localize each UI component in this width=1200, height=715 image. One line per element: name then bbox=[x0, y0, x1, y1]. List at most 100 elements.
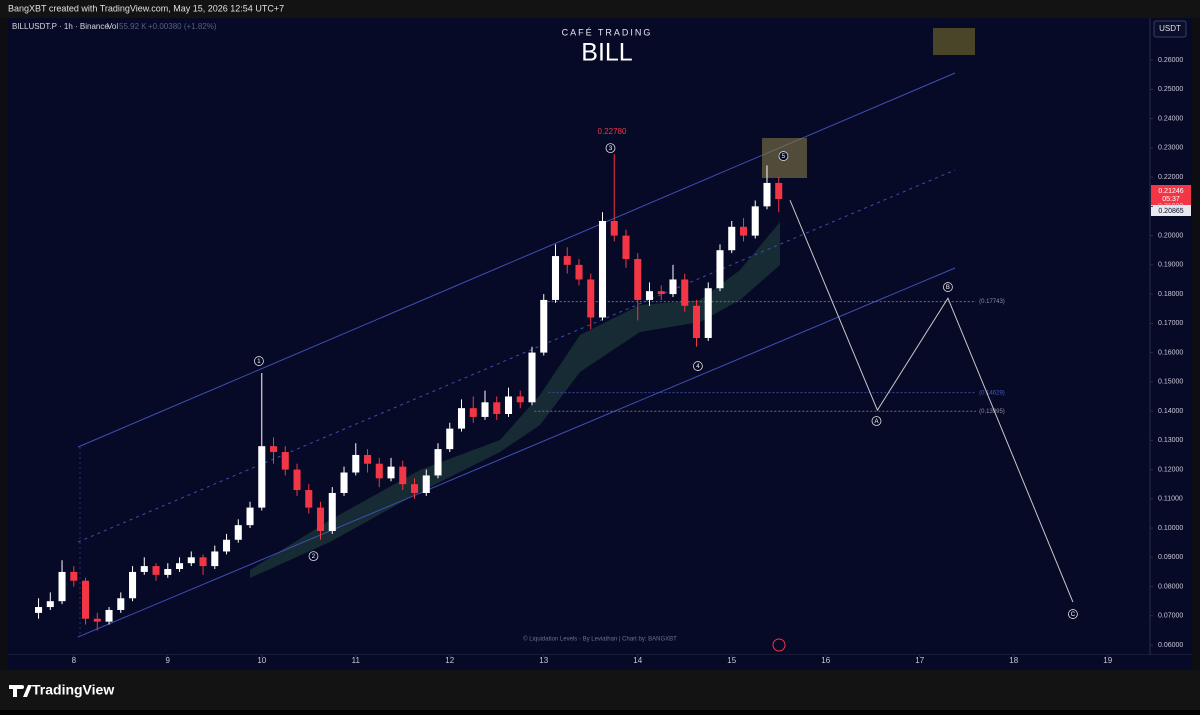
y-tick-label: 0.21000 bbox=[1158, 203, 1183, 210]
y-tick-label: 0.15000 bbox=[1158, 379, 1183, 386]
candle-body bbox=[328, 492, 336, 531]
price-axis bbox=[1150, 18, 1192, 655]
chart-subtitle: BILL bbox=[581, 39, 633, 67]
candle-body bbox=[504, 396, 513, 415]
x-tick-label: 14 bbox=[633, 656, 642, 665]
candle-body bbox=[516, 396, 524, 403]
wave-label: 4 bbox=[696, 364, 700, 370]
channel-upper bbox=[77, 72, 956, 448]
candle-body bbox=[117, 598, 125, 610]
y-tick-label: 0.07000 bbox=[1158, 613, 1183, 620]
candle-body bbox=[681, 279, 689, 306]
y-tick-label: 0.16000 bbox=[1158, 349, 1183, 356]
candle-body bbox=[352, 454, 360, 473]
y-tick-label: 0.25000 bbox=[1158, 86, 1183, 93]
wave-marker bbox=[254, 356, 264, 366]
channel-lower bbox=[77, 267, 956, 638]
candle-body bbox=[105, 609, 113, 622]
candle-body bbox=[375, 463, 383, 479]
candle-body bbox=[387, 466, 395, 479]
price-tag-box bbox=[1151, 185, 1191, 205]
candle-body bbox=[716, 250, 724, 289]
x-tick-label: 12 bbox=[445, 656, 454, 665]
wave-label: 5 bbox=[782, 154, 786, 160]
y-tick-label: 0.14000 bbox=[1158, 408, 1183, 415]
candle-body bbox=[728, 226, 736, 251]
candle-body bbox=[399, 466, 407, 485]
candle-body bbox=[410, 484, 419, 493]
candle-body bbox=[363, 454, 372, 464]
y-tick-label: 0.22000 bbox=[1158, 174, 1183, 181]
candle-body bbox=[622, 235, 630, 259]
y-tick-label: 0.17000 bbox=[1158, 320, 1183, 327]
candle-body bbox=[152, 566, 160, 575]
candle-body bbox=[199, 557, 207, 567]
wave-label: A bbox=[874, 419, 878, 425]
wave-marker bbox=[871, 416, 882, 426]
high-annotation: 0.22780 bbox=[598, 127, 627, 136]
prev-tag-box bbox=[1151, 205, 1191, 216]
candle-body bbox=[528, 352, 536, 403]
candle-body bbox=[551, 256, 560, 300]
alert-icon[interactable] bbox=[772, 638, 786, 652]
candle-body bbox=[316, 507, 325, 531]
tv-logo bbox=[9, 685, 32, 697]
y-tick-label: 0.23000 bbox=[1158, 145, 1183, 152]
candle-body bbox=[763, 182, 771, 207]
candle-body bbox=[493, 402, 501, 415]
candle-body bbox=[140, 566, 148, 572]
candle-body bbox=[739, 226, 748, 236]
candle-body bbox=[775, 182, 783, 200]
candle-body bbox=[58, 571, 66, 602]
y-tick-label: 0.10000 bbox=[1158, 525, 1183, 532]
candle-body bbox=[281, 452, 289, 470]
candle-body bbox=[93, 618, 101, 622]
wave-label: 3 bbox=[609, 146, 613, 152]
candle-body bbox=[751, 206, 759, 236]
candle-body bbox=[634, 258, 642, 300]
vol-label: Vol bbox=[107, 22, 118, 31]
y-tick-label: 0.13000 bbox=[1158, 437, 1183, 444]
wave-marker bbox=[692, 361, 703, 371]
candle-body bbox=[540, 299, 548, 353]
x-tick-label: 18 bbox=[1009, 656, 1018, 665]
y-tick-label: 0.12000 bbox=[1158, 466, 1183, 473]
currency[interactable]: USDT bbox=[1159, 24, 1181, 33]
candle-body bbox=[469, 408, 477, 417]
candle-body bbox=[176, 563, 184, 570]
countdown: 05:37 bbox=[1162, 196, 1180, 203]
candle-body bbox=[457, 408, 466, 429]
candle-body bbox=[669, 279, 677, 295]
x-tick-label: 19 bbox=[1103, 656, 1112, 665]
target-box bbox=[933, 28, 975, 55]
currency-box[interactable] bbox=[1153, 20, 1187, 38]
candle-body bbox=[575, 264, 583, 280]
symbol: BILLUSDT.P · 1h · Binance bbox=[12, 22, 109, 31]
candle-body bbox=[692, 305, 701, 338]
candle-body bbox=[35, 607, 43, 613]
x-tick-label: 13 bbox=[539, 656, 548, 665]
candle-body bbox=[164, 569, 172, 575]
y-tick-label: 0.26000 bbox=[1158, 57, 1183, 64]
footer: © Liquidation Levels - By Leviathan | Ch… bbox=[523, 636, 677, 643]
change: +0.00380 (+1.82%) bbox=[148, 22, 217, 31]
level-label: (0.14629) bbox=[979, 390, 1005, 396]
wave-label: 2 bbox=[312, 554, 316, 560]
y-tick-label: 0.09000 bbox=[1158, 554, 1183, 561]
wave-marker bbox=[308, 551, 319, 562]
candle-body bbox=[258, 446, 266, 508]
top-bar bbox=[0, 0, 1200, 18]
projection-path bbox=[789, 200, 1074, 603]
candle-body bbox=[563, 256, 571, 265]
x-tick-label: 17 bbox=[915, 656, 924, 665]
price-tag: 0.21246 bbox=[1158, 188, 1183, 195]
candle-body bbox=[70, 571, 78, 581]
candle-body bbox=[610, 220, 618, 236]
wave-marker bbox=[778, 151, 789, 161]
y-tick-label: 0.11000 bbox=[1158, 496, 1183, 503]
y-tick-label: 0.19000 bbox=[1158, 262, 1183, 269]
candle-body bbox=[434, 449, 442, 476]
candle-body bbox=[211, 551, 219, 567]
candle-body bbox=[422, 475, 430, 493]
candle-body bbox=[598, 220, 607, 318]
